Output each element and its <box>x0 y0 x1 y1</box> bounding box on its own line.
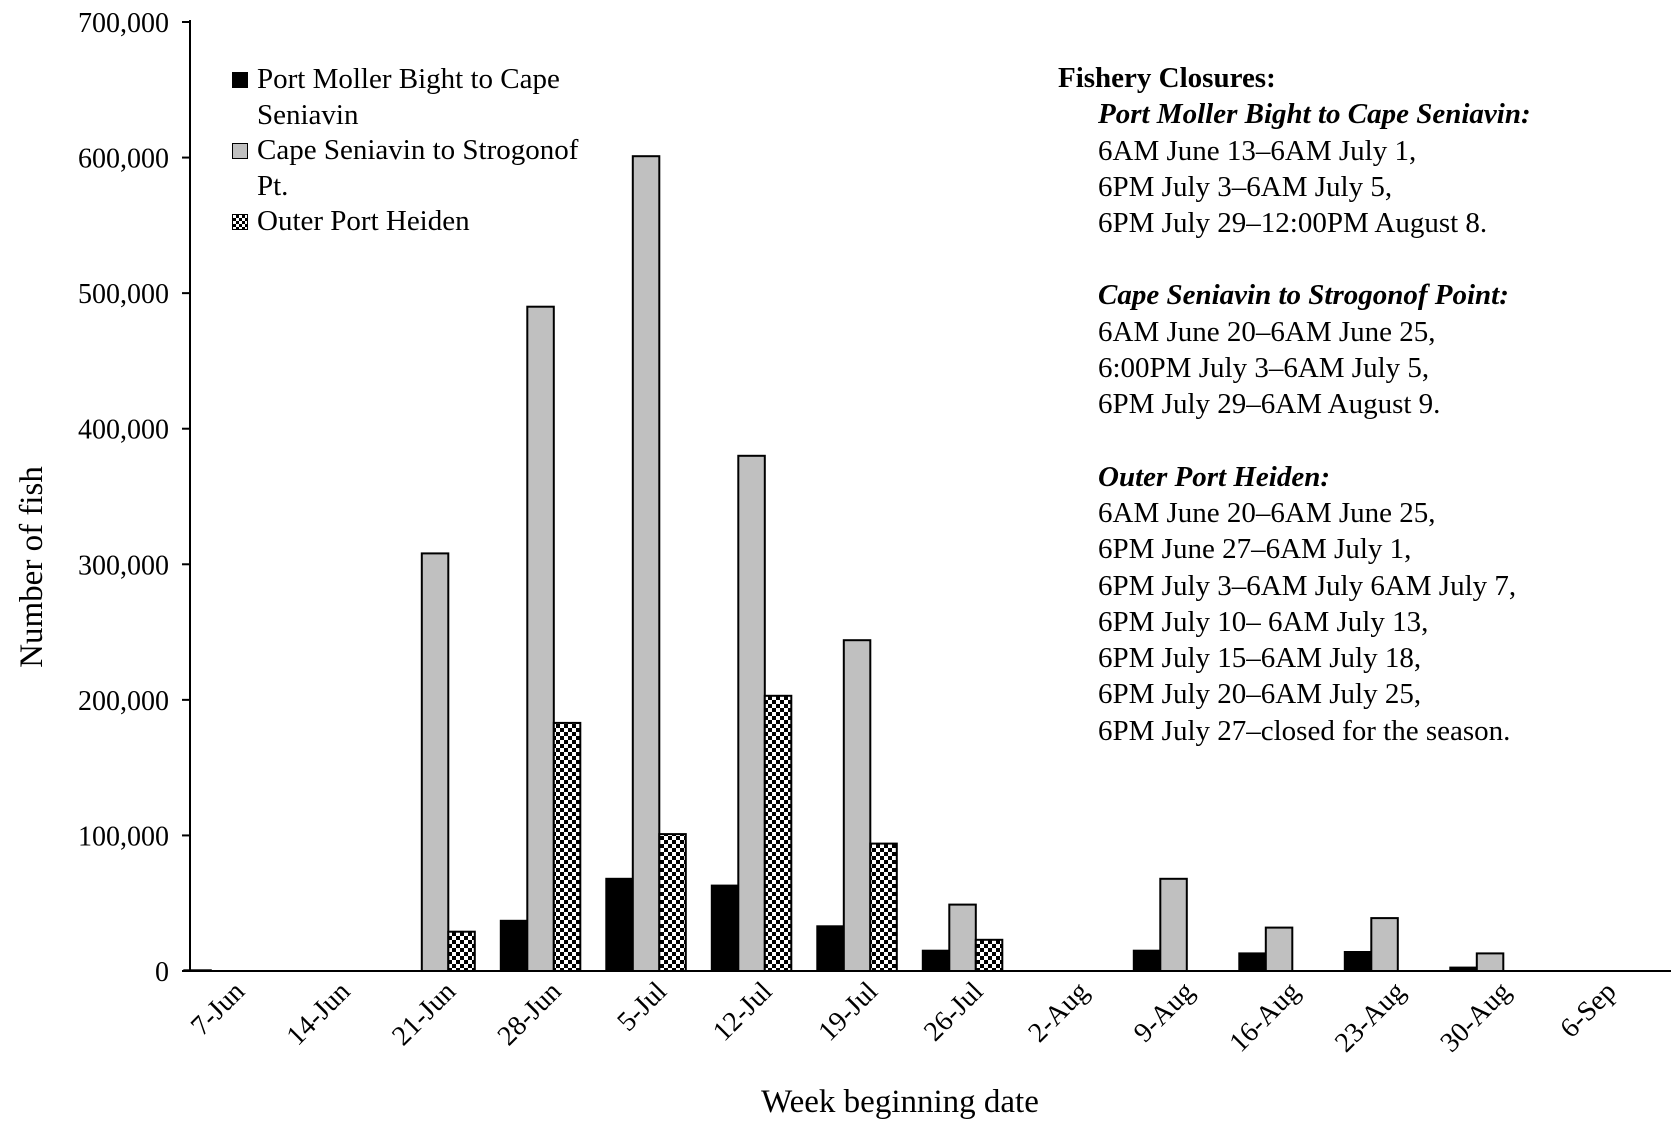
bar-cape-seniavin-12-Jul <box>737 454 766 972</box>
bar-outer-port-heiden-26-Jul <box>974 938 1004 972</box>
y-axis-label: Number of fish <box>14 466 50 668</box>
x-tick-label: 6-Sep <box>1554 976 1622 1044</box>
closure-line: 6AM June 20–6AM June 25, <box>1098 496 1436 529</box>
closure-line: 6AM June 20–6AM June 25, <box>1098 315 1436 348</box>
x-tick-label: 16-Aug <box>1224 976 1306 1058</box>
y-tick-label: 200,000 <box>78 686 169 717</box>
closures-section-cape-seniavin: Cape Seniavin to Strogonof Point: 6AM Ju… <box>1098 277 1531 422</box>
closures-section-port-moller: Port Moller Bight to Cape Seniavin: 6AM … <box>1098 96 1531 241</box>
x-tick-label: 12-Jul <box>707 976 779 1048</box>
legend-swatch-gray <box>232 143 248 159</box>
bar-outer-port-heiden-28-Jun <box>552 721 582 973</box>
closure-line: 6PM July 27–closed for the season. <box>1098 714 1511 747</box>
y-tick-label: 300,000 <box>78 550 169 581</box>
closures-section-outer-port-heiden: Outer Port Heiden: 6AM June 20–6AM June … <box>1098 459 1531 749</box>
y-tick-label: 0 <box>155 957 169 988</box>
closure-line: 6PM July 29–6AM August 9. <box>1098 388 1441 421</box>
x-tick-label: 28-Jun <box>492 976 568 1052</box>
fishery-closures-annotation: Fishery Closures: Port Moller Bight to C… <box>1058 60 1531 749</box>
x-tick-label: 21-Jun <box>386 976 462 1052</box>
bars-group <box>183 155 1505 973</box>
closure-line: 6:00PM July 3–6AM July 5, <box>1098 352 1430 385</box>
closure-line: 6PM July 3–6AM July 5, <box>1098 170 1393 203</box>
spacer <box>1058 423 1531 459</box>
legend-item-port-moller: Port Moller Bight to Cape Seniavin <box>232 62 652 133</box>
bar-outer-port-heiden-12-Jul <box>763 694 793 972</box>
legend-label-cont: Seniavin <box>257 98 359 131</box>
bar-cape-seniavin-28-Jun <box>526 305 555 972</box>
legend: Port Moller Bight to Cape Seniavin Cape … <box>232 62 652 240</box>
bar-port-moller-5-Jul <box>605 877 634 972</box>
y-tick-label: 500,000 <box>78 279 169 310</box>
x-tick-label: 23-Aug <box>1329 976 1411 1058</box>
x-tick-label: 14-Jun <box>281 976 357 1052</box>
bar-cape-seniavin-30-Aug <box>1475 952 1505 973</box>
legend-item-outer-port-heiden: Outer Port Heiden <box>232 204 652 240</box>
y-tick-label: 600,000 <box>78 144 169 175</box>
bar-cape-seniavin-19-Jul <box>842 639 872 972</box>
closure-line: 6AM June 13–6AM July 1, <box>1098 134 1417 167</box>
bar-outer-port-heiden-5-Jul <box>658 833 687 972</box>
bar-cape-seniavin-21-Jun <box>420 552 450 973</box>
bar-cape-seniavin-5-Jul <box>631 155 661 972</box>
legend-label: Port Moller Bight to Cape <box>257 63 560 95</box>
x-tick-label: 30-Aug <box>1435 976 1517 1058</box>
closure-line: 6PM July 3–6AM July 6AM July 7, <box>1098 569 1517 602</box>
legend-label: Cape Seniavin to Strogonof <box>257 134 579 166</box>
closure-line: 6PM July 10– 6AM July 13, <box>1098 605 1429 638</box>
bar-outer-port-heiden-21-Jun <box>447 930 476 973</box>
x-tick-label: 7-Jun <box>185 976 251 1042</box>
x-tick-label: 5-Jul <box>611 976 673 1038</box>
legend-swatch-black <box>232 72 248 88</box>
x-axis-label: Week beginning date <box>761 1084 1039 1120</box>
closure-line: 6PM July 20–6AM July 25, <box>1098 678 1422 711</box>
closure-line: 6PM June 27–6AM July 1, <box>1098 533 1412 566</box>
legend-item-cape-seniavin: Cape Seniavin to Strogonof Pt. <box>232 133 652 204</box>
section-heading: Outer Port Heiden: <box>1098 460 1330 493</box>
axes-group <box>189 20 1671 972</box>
legend-label-cont: Pt. <box>257 169 289 202</box>
x-tick-label: 19-Jul <box>813 976 885 1048</box>
spacer <box>1058 241 1531 277</box>
closure-line: 6PM July 29–12:00PM August 8. <box>1098 207 1488 240</box>
bar-port-moller-19-Jul <box>816 925 845 972</box>
y-ticks-group: 0 100,000 200,000 300,000 400,000 500,000 600,… <box>78 8 190 988</box>
bar-cape-seniavin-26-Jul <box>948 903 977 972</box>
section-heading: Cape Seniavin to Strogonof Point: <box>1098 279 1509 312</box>
legend-swatch-checker <box>232 214 248 230</box>
legend-label: Outer Port Heiden <box>257 205 470 237</box>
y-tick-label: 100,000 <box>78 821 169 852</box>
bar-cape-seniavin-23-Aug <box>1370 917 1399 972</box>
y-tick-label: 700,000 <box>78 8 169 39</box>
section-heading: Port Moller Bight to Cape Seniavin: <box>1098 98 1531 131</box>
bar-port-moller-28-Jun <box>499 919 529 972</box>
bar-port-moller-23-Aug <box>1343 951 1373 972</box>
x-tick-label: 26-Jul <box>918 976 990 1048</box>
x-ticks-group: 7-Jun 14-Jun 21-Jun 28-Jun 5-Jul 12-Jul 19-Jul… <box>185 976 1622 1059</box>
closure-line: 6PM July 15–6AM July 18, <box>1098 642 1422 675</box>
x-tick-label: 2-Aug <box>1022 976 1095 1049</box>
bar-outer-port-heiden-19-Jul <box>869 842 898 972</box>
bar-port-moller-26-Jul <box>921 949 951 973</box>
bar-cape-seniavin-16-Aug <box>1264 926 1294 972</box>
bar-port-moller-9-Aug <box>1132 949 1162 973</box>
bar-port-moller-12-Jul <box>710 884 740 972</box>
bar-port-moller-16-Aug <box>1238 952 1267 973</box>
x-tick-label: 9-Aug <box>1128 976 1201 1049</box>
bar-cape-seniavin-9-Aug <box>1159 877 1188 972</box>
closures-title: Fishery Closures: <box>1058 62 1276 94</box>
y-tick-label: 400,000 <box>78 415 169 446</box>
